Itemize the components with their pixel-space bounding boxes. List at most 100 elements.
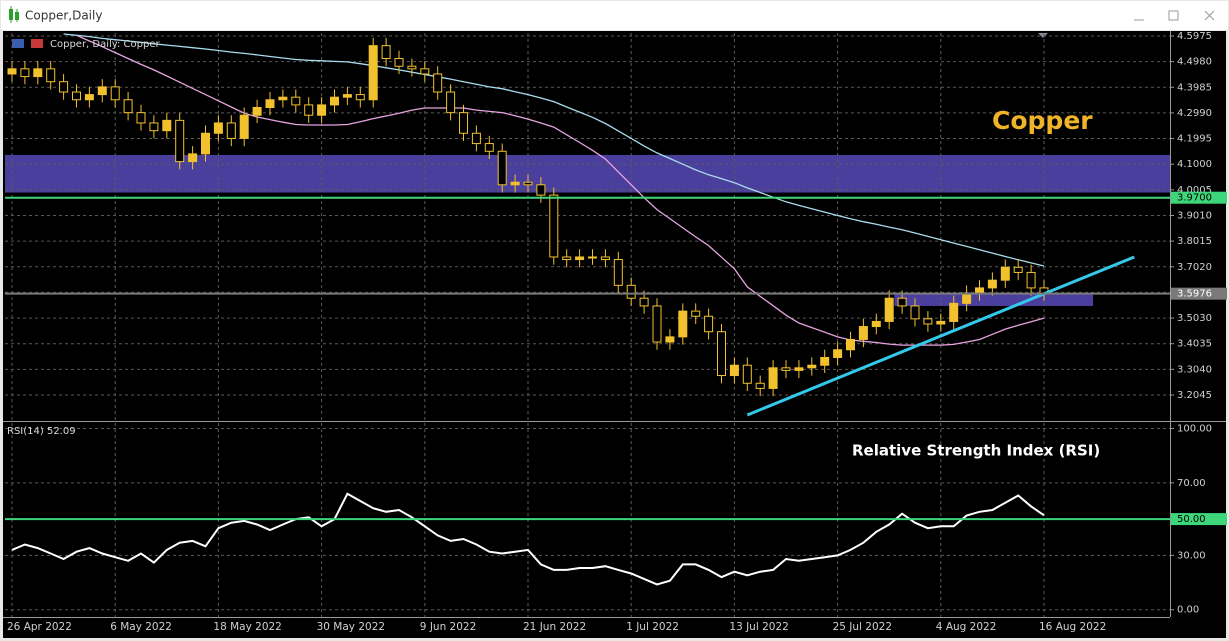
level-label-box [1171,513,1227,526]
candle-body [639,297,649,307]
candle-body [213,122,223,134]
y-tick-label: 4.3985 [1177,82,1212,93]
y-tick-label: 4.5975 [1177,31,1212,42]
candle-body [252,106,262,116]
window-title: Copper,Daily [25,9,102,23]
close-button[interactable] [1204,10,1215,21]
candle-body [768,367,778,389]
candle-body [536,184,546,196]
candle-body [665,336,675,343]
candle-body [291,96,301,106]
candle-body [175,119,185,163]
x-tick-label: 13 Jul 2022 [729,621,788,633]
candle-body [549,194,559,258]
candle-body [588,256,597,259]
candle-body [136,112,146,124]
y-tick-label: 70.00 [1177,478,1206,489]
maximize-button[interactable] [1168,10,1179,21]
candle-body [46,68,56,83]
y-tick-label: 3.2045 [1177,390,1212,401]
y-tick-label: 3.9010 [1177,210,1212,221]
candle-body [446,91,456,114]
y-tick-label: 4.1995 [1177,134,1212,145]
y-tick-label: 4.4980 [1177,57,1212,68]
y-tick-label: 100.00 [1177,423,1212,434]
candle-body [807,364,817,369]
series-line [76,34,1045,346]
level-label: 50.00 [1177,514,1206,525]
candle-body [471,132,481,145]
candle-body [20,68,30,78]
y-tick-label: 3.5030 [1177,313,1212,324]
candle-body [742,364,752,384]
candle-body [691,310,701,317]
candle-body [717,331,726,377]
candle-body [871,320,881,328]
candle-body [897,297,907,307]
panel-icons [12,39,43,48]
candle-body [368,45,378,101]
zone [894,293,1094,306]
candle-body [226,122,236,139]
level-label-box [1171,191,1227,204]
candle-body [407,65,417,70]
candle-body [497,150,507,186]
candle-body [600,256,610,261]
candle-body [1000,266,1010,281]
x-tick-label: 30 May 2022 [317,621,385,633]
candle-body [729,364,739,377]
candle-body [510,181,520,186]
candle-body [949,302,959,322]
candle-body [342,94,352,98]
candle-body [652,305,662,343]
x-tick-label: 25 Jul 2022 [833,621,892,633]
candle-body [355,94,365,101]
candle-body [1026,271,1036,289]
y-tick-label: 4.1000 [1177,159,1212,170]
level-label-box [1171,287,1227,300]
y-tick-label: 0.00 [1177,605,1199,616]
candle-body [923,318,933,325]
candle-body [72,91,81,101]
y-tick-label: 4.0005 [1177,185,1212,196]
x-tick-label: 6 May 2022 [110,621,172,633]
x-tick-label: 9 Jun 2022 [420,621,476,633]
candle-body [420,68,430,75]
candle-body [1013,266,1023,273]
candle-body [304,104,314,116]
candle-body [381,45,391,60]
candle-body [833,349,843,358]
candle-body [188,153,198,163]
candle-body [858,326,868,340]
candle-body [201,132,210,155]
candle-body [987,279,997,289]
series-line [63,33,1045,267]
annotation: Copper [992,106,1093,135]
candle-body [575,256,585,261]
x-tick-label: 1 Jul 2022 [626,621,679,633]
x-tick-label: 18 May 2022 [213,621,281,633]
candle-body [7,68,17,75]
y-tick-label: 3.4035 [1177,339,1212,350]
candle-body [910,305,920,320]
candle-body [846,338,855,351]
candle-body [975,287,984,294]
y-tick-label: 4.2990 [1177,108,1212,119]
annotation: Relative Strength Index (RSI) [852,442,1100,460]
candle-body [484,143,494,152]
candle-body [123,99,133,114]
level-label: 3.9700 [1177,193,1212,204]
zone [5,154,1170,193]
x-tick-label: 16 Aug 2022 [1039,621,1106,633]
candle-body [317,104,327,116]
x-tick-label: 26 Apr 2022 [7,621,72,633]
candle-body [678,310,688,338]
candle-body [394,58,404,67]
candle-body [523,181,533,186]
candle-body [110,86,120,101]
candle-body [459,112,468,134]
candle-body [562,256,572,261]
level-label: 3.5976 [1177,289,1212,300]
y-tick-label: 3.3040 [1177,364,1212,375]
